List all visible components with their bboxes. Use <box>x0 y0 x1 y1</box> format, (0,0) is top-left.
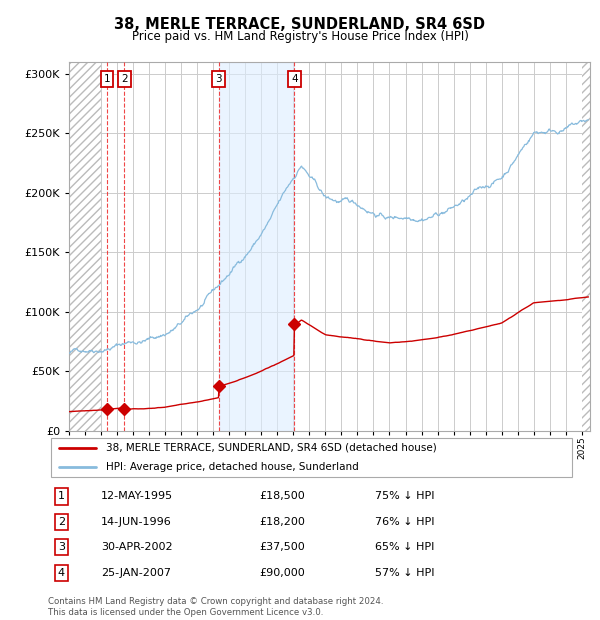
Text: 2: 2 <box>58 517 65 527</box>
Text: 76% ↓ HPI: 76% ↓ HPI <box>376 517 435 527</box>
Text: 2: 2 <box>121 74 128 84</box>
Text: 75% ↓ HPI: 75% ↓ HPI <box>376 492 435 502</box>
Text: Contains HM Land Registry data © Crown copyright and database right 2024.
This d: Contains HM Land Registry data © Crown c… <box>48 598 383 617</box>
Text: HPI: Average price, detached house, Sunderland: HPI: Average price, detached house, Sund… <box>106 463 359 472</box>
Text: 3: 3 <box>58 542 65 552</box>
Text: 14-JUN-1996: 14-JUN-1996 <box>101 517 172 527</box>
Bar <box>582 62 590 431</box>
Text: 4: 4 <box>291 74 298 84</box>
Text: 38, MERLE TERRACE, SUNDERLAND, SR4 6SD: 38, MERLE TERRACE, SUNDERLAND, SR4 6SD <box>115 17 485 32</box>
Text: £18,200: £18,200 <box>259 517 305 527</box>
Text: 38, MERLE TERRACE, SUNDERLAND, SR4 6SD (detached house): 38, MERLE TERRACE, SUNDERLAND, SR4 6SD (… <box>106 443 437 453</box>
Text: 57% ↓ HPI: 57% ↓ HPI <box>376 568 435 578</box>
Text: 12-MAY-1995: 12-MAY-1995 <box>101 492 173 502</box>
Bar <box>69 62 101 431</box>
Text: £18,500: £18,500 <box>259 492 305 502</box>
Text: £37,500: £37,500 <box>259 542 305 552</box>
Text: 3: 3 <box>215 74 222 84</box>
FancyBboxPatch shape <box>50 438 572 477</box>
Text: 30-APR-2002: 30-APR-2002 <box>101 542 172 552</box>
Text: £90,000: £90,000 <box>259 568 305 578</box>
Text: 65% ↓ HPI: 65% ↓ HPI <box>376 542 435 552</box>
Text: 25-JAN-2007: 25-JAN-2007 <box>101 568 171 578</box>
Text: Price paid vs. HM Land Registry's House Price Index (HPI): Price paid vs. HM Land Registry's House … <box>131 30 469 43</box>
Text: 4: 4 <box>58 568 65 578</box>
Text: 1: 1 <box>58 492 65 502</box>
Text: 1: 1 <box>104 74 110 84</box>
Bar <box>218 62 295 431</box>
